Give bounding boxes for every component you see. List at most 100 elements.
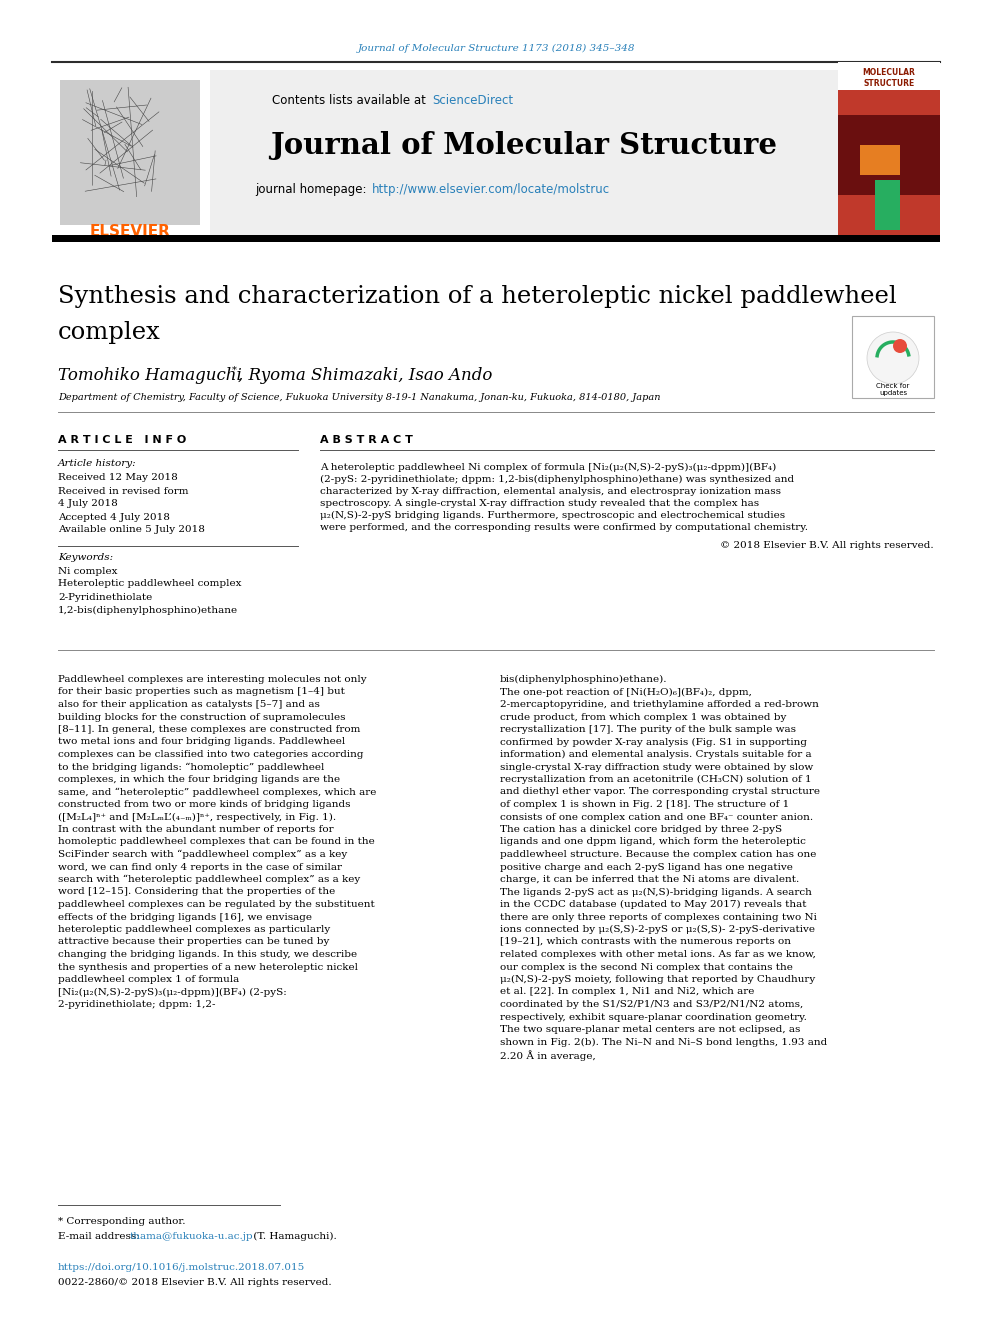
Text: for their basic properties such as magnetism [1–4] but: for their basic properties such as magne… xyxy=(58,688,345,696)
Text: A R T I C L E   I N F O: A R T I C L E I N F O xyxy=(58,435,186,445)
Text: Heteroleptic paddlewheel complex: Heteroleptic paddlewheel complex xyxy=(58,579,241,589)
Text: [8–11]. In general, these complexes are constructed from: [8–11]. In general, these complexes are … xyxy=(58,725,360,734)
Text: single-crystal X-ray diffraction study were obtained by slow: single-crystal X-ray diffraction study w… xyxy=(500,762,813,771)
Text: paddlewheel complex 1 of formula: paddlewheel complex 1 of formula xyxy=(58,975,239,984)
Text: heteroleptic paddlewheel complexes as particularly: heteroleptic paddlewheel complexes as pa… xyxy=(58,925,330,934)
Bar xyxy=(838,62,940,90)
Text: characterized by X-ray diffraction, elemental analysis, and electrospray ionizat: characterized by X-ray diffraction, elem… xyxy=(320,487,781,496)
Text: Ni complex: Ni complex xyxy=(58,566,117,576)
Text: Received 12 May 2018: Received 12 May 2018 xyxy=(58,474,178,483)
Text: http://www.elsevier.com/locate/molstruc: http://www.elsevier.com/locate/molstruc xyxy=(372,184,610,197)
Text: Department of Chemistry, Faculty of Science, Fukuoka University 8-19-1 Nanakuma,: Department of Chemistry, Faculty of Scie… xyxy=(58,393,661,402)
Text: crude product, from which complex 1 was obtained by: crude product, from which complex 1 was … xyxy=(500,713,787,721)
Text: [19–21], which contrasts with the numerous reports on: [19–21], which contrasts with the numero… xyxy=(500,938,791,946)
Text: SciFinder search with “paddlewheel complex” as a key: SciFinder search with “paddlewheel compl… xyxy=(58,849,347,860)
Bar xyxy=(210,70,838,239)
Text: ligands and one dppm ligand, which form the heteroleptic: ligands and one dppm ligand, which form … xyxy=(500,837,806,847)
Circle shape xyxy=(867,332,919,384)
Text: the synthesis and properties of a new heteroleptic nickel: the synthesis and properties of a new he… xyxy=(58,963,358,971)
Text: same, and “heteroleptic” paddlewheel complexes, which are: same, and “heteroleptic” paddlewheel com… xyxy=(58,787,376,796)
Text: Article history:: Article history: xyxy=(58,459,137,468)
Text: complexes, in which the four bridging ligands are the: complexes, in which the four bridging li… xyxy=(58,775,340,785)
Text: 2-Pyridinethiolate: 2-Pyridinethiolate xyxy=(58,593,152,602)
Text: A B S T R A C T: A B S T R A C T xyxy=(320,435,413,445)
Text: μ₂(N,S)-2-pyS moiety, following that reported by Chaudhury: μ₂(N,S)-2-pyS moiety, following that rep… xyxy=(500,975,815,984)
Text: complexes can be classified into two categories according: complexes can be classified into two cat… xyxy=(58,750,363,759)
Text: Keywords:: Keywords: xyxy=(58,553,113,562)
Text: 2.20 Å in average,: 2.20 Å in average, xyxy=(500,1050,596,1061)
Text: and diethyl ether vapor. The corresponding crystal structure: and diethyl ether vapor. The correspondi… xyxy=(500,787,820,796)
Text: The ligands 2-pyS act as μ₂(N,S)-bridging ligands. A search: The ligands 2-pyS act as μ₂(N,S)-bridgin… xyxy=(500,888,811,897)
Text: bis(diphenylphosphino)ethane).: bis(diphenylphosphino)ethane). xyxy=(500,675,668,684)
Text: constructed from two or more kinds of bridging ligands: constructed from two or more kinds of br… xyxy=(58,800,350,808)
Text: The cation has a dinickel core bridged by three 2-pyS: The cation has a dinickel core bridged b… xyxy=(500,826,782,833)
Text: et al. [22]. In complex 1, Ni1 and Ni2, which are: et al. [22]. In complex 1, Ni1 and Ni2, … xyxy=(500,987,754,996)
Text: Synthesis and characterization of a heteroleptic nickel paddlewheel: Synthesis and characterization of a hete… xyxy=(58,286,897,308)
Text: Journal of Molecular Structure: Journal of Molecular Structure xyxy=(271,131,778,160)
Text: recrystallization from an acetonitrile (CH₃CN) solution of 1: recrystallization from an acetonitrile (… xyxy=(500,775,811,785)
Bar xyxy=(60,79,200,225)
Text: two metal ions and four bridging ligands. Paddlewheel: two metal ions and four bridging ligands… xyxy=(58,737,345,746)
Text: of complex 1 is shown in Fig. 2 [18]. The structure of 1: of complex 1 is shown in Fig. 2 [18]. Th… xyxy=(500,800,790,808)
Text: charge, it can be inferred that the Ni atoms are divalent.: charge, it can be inferred that the Ni a… xyxy=(500,875,800,884)
Text: thama@fukuoka-u.ac.jp: thama@fukuoka-u.ac.jp xyxy=(130,1232,254,1241)
Text: Available online 5 July 2018: Available online 5 July 2018 xyxy=(58,525,205,534)
Bar xyxy=(838,70,940,239)
Text: word, we can find only 4 reports in the case of similar: word, we can find only 4 reports in the … xyxy=(58,863,342,872)
Text: Check for
updates: Check for updates xyxy=(876,384,910,397)
Text: to the bridging ligands: “homoleptic” paddlewheel: to the bridging ligands: “homoleptic” pa… xyxy=(58,762,324,771)
Text: journal homepage:: journal homepage: xyxy=(255,184,370,197)
Text: In contrast with the abundant number of reports for: In contrast with the abundant number of … xyxy=(58,826,333,833)
Text: ([M₂L₄]ⁿ⁺ and [M₂LₘL’(₄₋ₘ)]ⁿ⁺, respectively, in Fig. 1).: ([M₂L₄]ⁿ⁺ and [M₂LₘL’(₄₋ₘ)]ⁿ⁺, respectiv… xyxy=(58,812,336,822)
Text: * Corresponding author.: * Corresponding author. xyxy=(58,1217,186,1226)
Text: 2-mercaptopyridine, and triethylamine afforded a red-brown: 2-mercaptopyridine, and triethylamine af… xyxy=(500,700,818,709)
Text: attractive because their properties can be tuned by: attractive because their properties can … xyxy=(58,938,329,946)
Text: , Ryoma Shimazaki, Isao Ando: , Ryoma Shimazaki, Isao Ando xyxy=(238,366,492,384)
Text: word [12–15]. Considering that the properties of the: word [12–15]. Considering that the prope… xyxy=(58,888,335,897)
Text: changing the bridging ligands. In this study, we describe: changing the bridging ligands. In this s… xyxy=(58,950,357,959)
Text: Journal of Molecular Structure 1173 (2018) 345–348: Journal of Molecular Structure 1173 (201… xyxy=(357,44,635,53)
Text: confirmed by powder X-ray analysis (Fig. S1 in supporting: confirmed by powder X-ray analysis (Fig.… xyxy=(500,737,807,746)
Text: recrystallization [17]. The purity of the bulk sample was: recrystallization [17]. The purity of th… xyxy=(500,725,796,734)
Text: Received in revised form: Received in revised form xyxy=(58,487,188,496)
Text: 1,2-bis(diphenylphosphino)ethane: 1,2-bis(diphenylphosphino)ethane xyxy=(58,606,238,615)
Text: μ₂(N,S)-2-pyS bridging ligands. Furthermore, spectroscopic and electrochemical s: μ₂(N,S)-2-pyS bridging ligands. Furtherm… xyxy=(320,511,785,520)
Bar xyxy=(875,180,900,230)
Text: [Ni₂(μ₂(N,S)-2-pyS)₃(μ₂-dppm)](BF₄) (2-pyS:: [Ni₂(μ₂(N,S)-2-pyS)₃(μ₂-dppm)](BF₄) (2-p… xyxy=(58,987,287,996)
Text: Tomohiko Hamaguchi: Tomohiko Hamaguchi xyxy=(58,366,242,384)
Bar xyxy=(838,70,940,239)
Text: MOLECULAR
STRUCTURE: MOLECULAR STRUCTURE xyxy=(863,69,916,87)
Text: shown in Fig. 2(b). The Ni–N and Ni–S bond lengths, 1.93 and: shown in Fig. 2(b). The Ni–N and Ni–S bo… xyxy=(500,1037,827,1046)
Text: Accepted 4 July 2018: Accepted 4 July 2018 xyxy=(58,512,170,521)
Bar xyxy=(52,235,940,242)
Text: spectroscopy. A single-crystal X-ray diffraction study revealed that the complex: spectroscopy. A single-crystal X-ray dif… xyxy=(320,499,759,508)
Text: related complexes with other metal ions. As far as we know,: related complexes with other metal ions.… xyxy=(500,950,815,959)
Text: (2-pyS: 2-pyridinethiolate; dppm: 1,2-bis(diphenylphosphino)ethane) was synthesi: (2-pyS: 2-pyridinethiolate; dppm: 1,2-bi… xyxy=(320,475,795,484)
Text: Contents lists available at: Contents lists available at xyxy=(273,94,430,106)
Text: (T. Hamaguchi).: (T. Hamaguchi). xyxy=(250,1232,336,1241)
Text: ScienceDirect: ScienceDirect xyxy=(432,94,513,106)
Text: consists of one complex cation and one BF₄⁻ counter anion.: consists of one complex cation and one B… xyxy=(500,812,813,822)
Text: effects of the bridging ligands [16], we envisage: effects of the bridging ligands [16], we… xyxy=(58,913,312,922)
Text: homoleptic paddlewheel complexes that can be found in the: homoleptic paddlewheel complexes that ca… xyxy=(58,837,375,847)
Text: search with “heteroleptic paddlewheel complex” as a key: search with “heteroleptic paddlewheel co… xyxy=(58,875,360,884)
Text: building blocks for the construction of supramolecules: building blocks for the construction of … xyxy=(58,713,345,721)
Text: coordinated by the S1/S2/P1/N3 and S3/P2/N1/N2 atoms,: coordinated by the S1/S2/P1/N3 and S3/P2… xyxy=(500,1000,804,1009)
Text: there are only three reports of complexes containing two Ni: there are only three reports of complexe… xyxy=(500,913,816,922)
Text: 0022-2860/© 2018 Elsevier B.V. All rights reserved.: 0022-2860/© 2018 Elsevier B.V. All right… xyxy=(58,1278,331,1287)
Text: paddlewheel structure. Because the complex cation has one: paddlewheel structure. Because the compl… xyxy=(500,849,816,859)
Text: The two square-planar metal centers are not eclipsed, as: The two square-planar metal centers are … xyxy=(500,1025,801,1035)
Text: respectively, exhibit square-planar coordination geometry.: respectively, exhibit square-planar coor… xyxy=(500,1012,806,1021)
Bar xyxy=(860,146,900,175)
Text: ions connected by μ₂(S,S)-2-pyS or μ₂(S,S)- 2-pyS-derivative: ions connected by μ₂(S,S)-2-pyS or μ₂(S,… xyxy=(500,925,815,934)
Text: *: * xyxy=(232,365,237,374)
Circle shape xyxy=(893,339,907,353)
Text: A heteroleptic paddlewheel Ni complex of formula [Ni₂(μ₂(N,S)-2-pyS)₃(μ₂-dppm)](: A heteroleptic paddlewheel Ni complex of… xyxy=(320,463,777,472)
Text: ELSEVIER: ELSEVIER xyxy=(89,225,171,239)
Text: positive charge and each 2-pyS ligand has one negative: positive charge and each 2-pyS ligand ha… xyxy=(500,863,793,872)
Text: paddlewheel complexes can be regulated by the substituent: paddlewheel complexes can be regulated b… xyxy=(58,900,375,909)
Text: E-mail address:: E-mail address: xyxy=(58,1232,143,1241)
Text: 2-pyridinethiolate; dppm: 1,2-: 2-pyridinethiolate; dppm: 1,2- xyxy=(58,1000,215,1009)
Text: Paddlewheel complexes are interesting molecules not only: Paddlewheel complexes are interesting mo… xyxy=(58,675,367,684)
Text: complex: complex xyxy=(58,321,161,344)
